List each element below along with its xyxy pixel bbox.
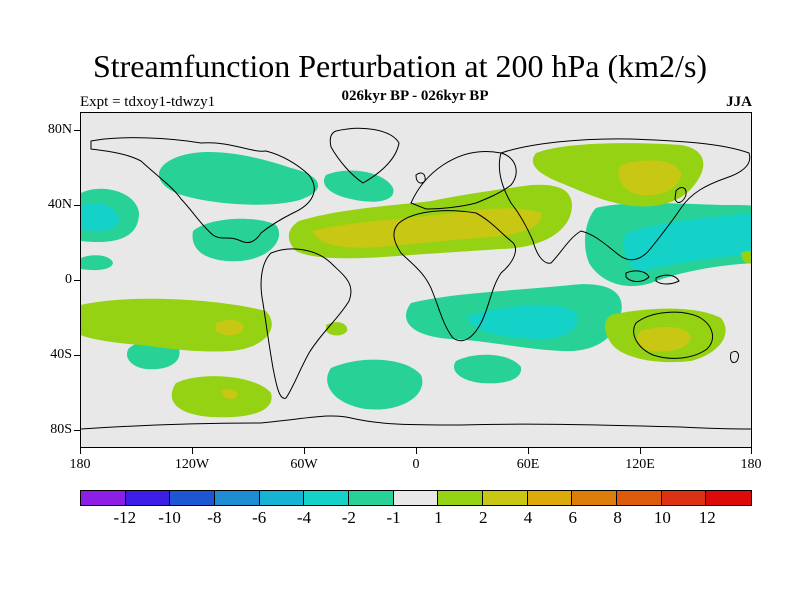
coastline-south-america	[260, 248, 352, 399]
contour-field	[81, 143, 751, 418]
ytick-40s	[74, 355, 80, 356]
colorbar-box	[661, 491, 707, 505]
colorbar-label: 10	[653, 508, 671, 527]
colorbar-label: 4	[523, 508, 533, 527]
contour-neg2-asia-pacific	[623, 213, 751, 272]
xtick-60w	[304, 448, 305, 454]
colorbar-label: -2	[341, 508, 356, 527]
colorbar-label: 6	[568, 508, 578, 527]
colorbar-box	[125, 491, 171, 505]
map-canvas	[81, 127, 751, 430]
colorbar-label: -6	[252, 508, 267, 527]
contour-pos-south-pacific	[81, 298, 272, 352]
contour-pos2-australia	[636, 327, 691, 352]
colorbar-label: 2	[478, 508, 488, 527]
experiment-label: Expt = tdxoy1-tdwzy1	[80, 94, 216, 110]
xlabel-120w: 120W	[174, 457, 210, 472]
xtick-0	[416, 448, 417, 454]
coastline-uk	[415, 172, 426, 184]
xlabel-60e: 60E	[516, 457, 540, 472]
ytick-80s	[74, 430, 80, 431]
coastline-new-zealand	[730, 350, 739, 364]
colorbar-box	[483, 491, 528, 505]
colorbar-label: -8	[207, 508, 222, 527]
coastline-indonesia	[625, 270, 680, 285]
ylabel-40s: 40S	[50, 347, 72, 362]
colorbar-label: -12	[113, 508, 137, 527]
ytick-40n	[74, 205, 80, 206]
coastlines	[81, 127, 751, 430]
ylabel-0: 0	[65, 272, 72, 287]
ylabel-40n: 40N	[47, 197, 72, 212]
contour-pos-east-pacific	[741, 250, 751, 264]
coastline-antarctica	[81, 415, 751, 430]
xtick-120e	[640, 448, 641, 454]
coastline-greenland	[329, 127, 400, 184]
contour-pos-south-pacific-lower	[171, 376, 272, 418]
plot-title: Streamfunction Perturbation at 200 hPa (…	[92, 48, 708, 84]
contour-neg-north-pacific	[158, 152, 319, 205]
contour-pos2-south-pacific-lower	[221, 389, 238, 399]
colorbar-box	[527, 491, 573, 505]
coastline-africa	[393, 210, 516, 342]
contour-neg-south-atlantic	[327, 359, 423, 410]
coastline-asia	[498, 138, 751, 264]
xlabel-180e: 180	[740, 457, 762, 472]
colorbar-label: -10	[158, 508, 181, 527]
colorbar-label: 1	[434, 508, 443, 527]
xtick-120w	[192, 448, 193, 454]
xtick-60e	[528, 448, 529, 454]
contour-neg-east-pacific-small	[81, 255, 113, 271]
colorbar-box	[349, 491, 394, 505]
contour-pos2-east-asia	[618, 160, 681, 196]
colorbar-label: -1	[386, 508, 401, 527]
contour-neg-north-atlantic	[323, 170, 394, 202]
plot-subtitle: 026kyr BP - 026kyr BP	[341, 88, 489, 104]
colorbar-box	[81, 491, 126, 505]
colorbar-box	[572, 491, 618, 505]
contour-pos-small-atlantic	[326, 322, 348, 336]
coastline-japan	[674, 187, 687, 203]
xlabel-60w: 60W	[290, 457, 318, 472]
xlabel-180w: 180	[69, 457, 91, 472]
map-panel	[80, 112, 752, 448]
colorbar-box	[706, 491, 752, 505]
colorbar-label: 8	[613, 508, 622, 527]
contour-neg-central-america	[192, 218, 280, 262]
colorbar-box	[617, 491, 662, 505]
colorbar-box	[215, 491, 260, 505]
colorbar-label: 12	[698, 508, 716, 527]
xtick-180e	[751, 448, 752, 454]
coastline-north-america	[90, 137, 315, 244]
coastline-europe	[410, 151, 517, 210]
colorbar-box	[393, 491, 439, 505]
contour-neg2-indian-ocean	[466, 304, 578, 340]
colorbar-box	[304, 491, 350, 505]
xlabel-120e: 120E	[625, 457, 655, 472]
colorbar-box	[170, 491, 216, 505]
season-label: JJA	[726, 94, 752, 110]
contour-neg-southern-ocean	[453, 354, 522, 384]
coastline-australia	[633, 311, 714, 359]
ylabel-80s: 80S	[50, 422, 72, 437]
colorbar-label: -4	[296, 508, 312, 527]
ytick-80n	[74, 130, 80, 131]
colorbar-box	[259, 491, 305, 505]
xtick-180w	[80, 448, 81, 454]
colorbar	[80, 490, 752, 506]
ytick-0	[74, 280, 80, 281]
contour-pos2-south-pacific	[216, 320, 244, 336]
colorbar-box	[438, 491, 484, 505]
ylabel-80n: 80N	[47, 122, 72, 137]
contour-neg2-west-pacific	[81, 202, 119, 231]
xlabel-0: 0	[412, 457, 420, 472]
